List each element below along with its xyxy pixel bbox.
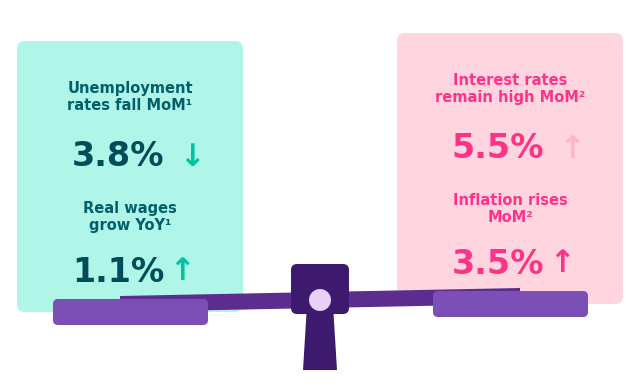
Text: ↑: ↑ bbox=[169, 257, 195, 286]
Text: 3.8%: 3.8% bbox=[72, 140, 164, 173]
Text: Unemployment
rates fall MoM¹: Unemployment rates fall MoM¹ bbox=[67, 81, 193, 113]
Text: 5.5%: 5.5% bbox=[452, 132, 544, 166]
FancyBboxPatch shape bbox=[433, 291, 588, 317]
Text: ↓: ↓ bbox=[179, 142, 205, 171]
Text: ↑: ↑ bbox=[559, 135, 585, 163]
Text: 3.5%: 3.5% bbox=[452, 248, 544, 281]
Polygon shape bbox=[303, 305, 337, 370]
FancyBboxPatch shape bbox=[53, 299, 208, 325]
FancyBboxPatch shape bbox=[17, 41, 243, 312]
Polygon shape bbox=[120, 288, 520, 312]
FancyBboxPatch shape bbox=[291, 264, 349, 314]
Circle shape bbox=[309, 289, 331, 311]
FancyBboxPatch shape bbox=[397, 33, 623, 304]
Text: Interest rates
remain high MoM²: Interest rates remain high MoM² bbox=[435, 73, 585, 105]
Text: Inflation rises
MoM²: Inflation rises MoM² bbox=[452, 193, 568, 225]
Text: Real wages
grow YoY¹: Real wages grow YoY¹ bbox=[83, 201, 177, 233]
Text: ↑: ↑ bbox=[549, 250, 575, 279]
Text: 1.1%: 1.1% bbox=[72, 255, 164, 288]
